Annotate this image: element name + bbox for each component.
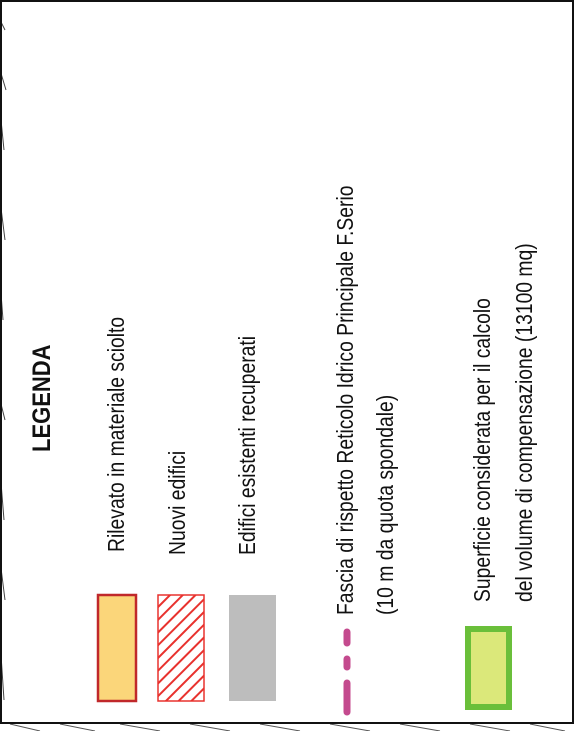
label-superficie-line2: del volume di compensazione (13100 mq) (511, 243, 537, 602)
label-superficie-line1: Superficie considerata per il calcolo (469, 298, 495, 602)
swatch-edifici-esistenti (229, 595, 276, 701)
label-rilevato: Rilevato in materiale sciolto (103, 316, 129, 552)
label-fascia-line1: Fascia di rispetto Reticolo Idrico Princ… (332, 185, 358, 616)
label-fascia-line2: (10 m da quota spondale) (372, 394, 398, 615)
swatch-rilevato (96, 593, 138, 703)
legend-title: LEGENDA (28, 344, 56, 452)
swatch-superficie-calcolo (465, 626, 512, 710)
map-fragments-bottom (9, 723, 566, 731)
label-edifici-esistenti: Edifici esistenti recuperati (234, 335, 260, 555)
label-nuovi-edifici: Nuovi edifici (164, 450, 190, 555)
swatch-nuovi-edifici (157, 594, 205, 702)
